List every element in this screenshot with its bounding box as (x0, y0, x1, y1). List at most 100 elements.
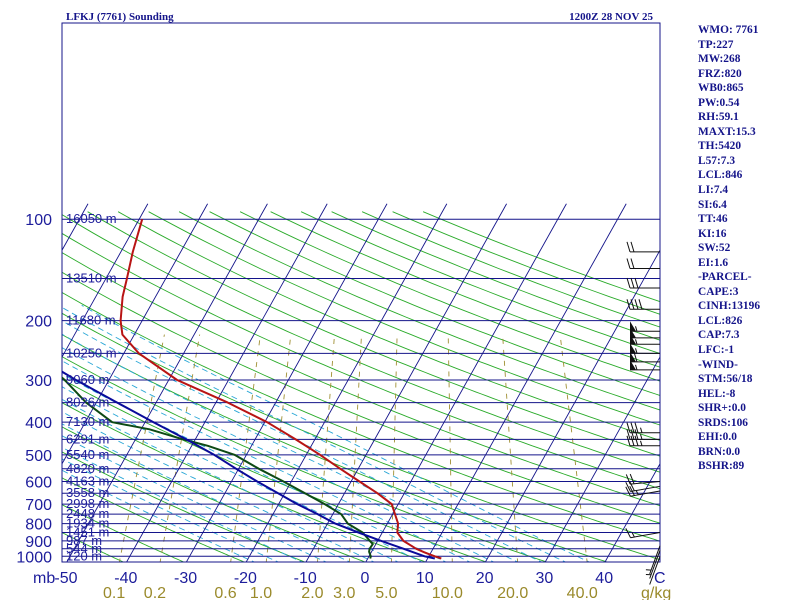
moist-adiabat (62, 423, 352, 562)
height-label: 6291 m (66, 431, 109, 446)
wind-barb-flag (630, 241, 635, 253)
wind-barb (626, 277, 661, 289)
dry-adiabat (62, 291, 660, 542)
wind-barb-flag (634, 277, 639, 289)
index-row: SI:6.4 (698, 198, 727, 211)
isotherm (484, 249, 660, 562)
wind-barb-flag (625, 486, 631, 497)
wind-barb-staff (630, 532, 661, 539)
height-label: 7130 m (66, 414, 109, 429)
wind-barb (625, 528, 661, 539)
isotherm (305, 203, 508, 562)
wind-barb-half-flag (631, 532, 635, 538)
wind-barb-flag (626, 429, 631, 440)
wind-barb (626, 429, 661, 440)
wind-barb (626, 241, 661, 253)
wind-barb-half-flag (640, 434, 643, 440)
height-label: 16050 m (66, 211, 117, 226)
isotherm (62, 203, 209, 465)
valid-time: 1200Z 28 NOV 25 (569, 11, 653, 23)
temperature-tick-label: 40 (595, 570, 613, 587)
dry-adiabat (62, 252, 660, 507)
mixing-ratio-tick-label: 20.0 (497, 585, 528, 600)
index-row: BRN:0.0 (698, 445, 741, 458)
wind-barb (629, 351, 661, 363)
isotherm (0, 204, 28, 564)
dry-adiabat (62, 271, 660, 524)
mixing-ratio-line (348, 334, 362, 562)
parcel-line (62, 370, 436, 560)
dry-adiabat (148, 211, 660, 426)
index-row: BSHR:89 (698, 460, 745, 473)
mixing-ratio-line (447, 334, 453, 562)
wind-barb-flag (630, 422, 635, 433)
pressure-tick-label: 800 (25, 517, 52, 534)
wind-barbs (625, 241, 661, 585)
mixing-ratio-tick-label: 0.1 (103, 585, 125, 600)
isotherm (425, 203, 627, 562)
index-row: KI:16 (698, 227, 727, 240)
height-label: 9060 m (66, 372, 109, 387)
index-row: SHR+:0.0 (698, 402, 746, 415)
mixing-ratio-lines (118, 334, 588, 562)
chart-title: LFKJ (7761) Sounding (66, 11, 174, 23)
index-row: -WIND- (698, 358, 738, 371)
moist-adiabats (62, 304, 591, 562)
moist-adiabat (62, 360, 471, 562)
height-label: 544 m (66, 541, 102, 556)
height-label: 8026 m (66, 395, 109, 410)
moist-adiabat (62, 306, 567, 562)
height-label: 120 m (66, 548, 102, 563)
moist-adiabat (62, 411, 376, 562)
dry-adiabat (209, 211, 660, 396)
wind-barb-flag (630, 277, 635, 289)
wind-barb-staff (649, 556, 661, 585)
wind-barb-flag (634, 299, 639, 310)
temperature-labels: -50 -40 -30 -20 -10 0 10 20 30 40 (54, 570, 613, 587)
pressure-tick-label: 700 (25, 497, 52, 514)
isotherm (66, 203, 268, 562)
index-row: MAXT:15.3 (698, 125, 756, 138)
mixing-ratio-line (317, 334, 335, 562)
wind-barb-pennant (630, 359, 636, 370)
moist-adiabat (62, 469, 256, 562)
wind-barb-flag (626, 299, 631, 310)
mixing-ratio-tick-label: 10.0 (432, 585, 463, 600)
index-row: MW:268 (698, 53, 741, 66)
index-row: CAPE:3 (698, 285, 739, 298)
dry-adiabat (62, 504, 185, 562)
mixing-ratio-line (159, 334, 201, 562)
wind-barb-flag (629, 481, 635, 492)
mixing-ratio-tick-label: 2.0 (301, 585, 323, 600)
wind-barb-flag (626, 258, 631, 269)
pressure-tick-label: 600 (25, 475, 52, 492)
temperature-unit-label: C (654, 570, 666, 587)
wind-barb-flag (626, 422, 631, 433)
wind-barb-pennant (630, 351, 636, 362)
index-row: RH:59.1 (698, 111, 739, 124)
moist-adiabat (62, 435, 328, 562)
wind-barb-flag (630, 258, 635, 269)
wind-barb-flag (626, 435, 631, 446)
wind-barb (629, 321, 661, 332)
height-label: 1934 m (66, 516, 109, 531)
wind-barb (649, 556, 661, 585)
wind-barb-flag (630, 435, 635, 446)
wind-barb (626, 299, 661, 310)
pressure-tick-label: 100 (25, 212, 52, 229)
height-label: 10250 m (66, 345, 117, 360)
dry-adiabat (62, 477, 246, 562)
wind-barb-flag (634, 429, 639, 440)
dry-adiabat (62, 426, 367, 562)
wind-barb (629, 343, 661, 354)
index-row: TT:46 (698, 213, 728, 226)
pressure-tick-label: 500 (25, 448, 52, 465)
mixing-ratio-unit-label: g/kg (641, 585, 671, 600)
wind-barb (625, 473, 661, 485)
wind-barb-flag (625, 481, 631, 492)
index-row: SRDS:106 (698, 416, 749, 429)
index-row: STM:56/18 (698, 373, 753, 386)
wind-barb (626, 422, 661, 434)
wind-barb-half-flag (635, 339, 638, 345)
isotherm (245, 203, 448, 562)
